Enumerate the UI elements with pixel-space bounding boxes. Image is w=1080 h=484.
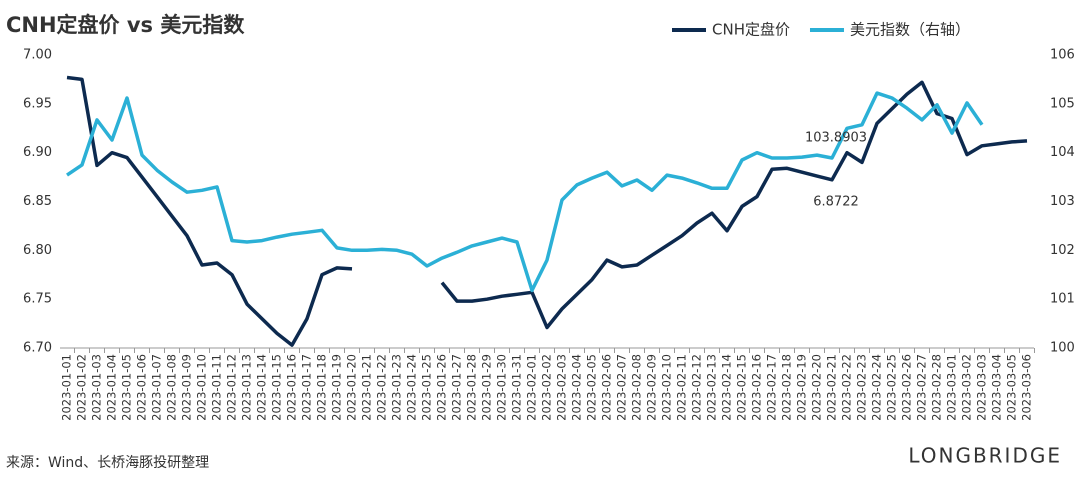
x-tick-label: 2023-01-25 bbox=[420, 354, 434, 421]
y2-tick-label: 101 bbox=[1050, 292, 1075, 307]
y-tick-label: 6.85 bbox=[23, 194, 52, 209]
x-tick-label: 2023-01-17 bbox=[300, 354, 314, 421]
x-tick-label: 2023-01-16 bbox=[285, 354, 299, 421]
x-tick-label: 2023-01-13 bbox=[240, 354, 254, 421]
x-tick-label: 2023-01-05 bbox=[120, 354, 134, 421]
x-tick-label: 2023-01-08 bbox=[165, 354, 179, 421]
y2-tick-label: 102 bbox=[1050, 243, 1075, 258]
x-tick-label: 2023-02-20 bbox=[810, 354, 824, 421]
x-tick-label: 2023-02-27 bbox=[915, 354, 929, 421]
x-tick-label: 2023-01-11 bbox=[210, 354, 224, 421]
x-tick-label: 2023-01-29 bbox=[480, 354, 494, 421]
x-tick-label: 2023-02-06 bbox=[600, 354, 614, 421]
x-tick-label: 2023-01-31 bbox=[510, 354, 524, 421]
x-tick-label: 2023-02-09 bbox=[645, 354, 659, 421]
x-tick-label: 2023-02-15 bbox=[735, 354, 749, 421]
x-tick-label: 2023-01-18 bbox=[315, 354, 329, 421]
x-tick-label: 2023-02-01 bbox=[525, 354, 539, 421]
source: 来源：Wind、长桥海豚投研整理 bbox=[6, 455, 209, 471]
x-tick-label: 2023-02-08 bbox=[630, 354, 644, 421]
x-tick-label: 2023-03-02 bbox=[960, 354, 974, 421]
x-tick-label: 2023-02-21 bbox=[825, 354, 839, 421]
x-tick-label: 2023-02-07 bbox=[615, 354, 629, 421]
y-tick-label: 7.00 bbox=[23, 48, 52, 63]
chart-title: CNH定盘价 vs 美元指数 bbox=[6, 13, 245, 37]
x-tick-label: 2023-01-22 bbox=[375, 354, 389, 421]
data-label: 6.8722 bbox=[813, 194, 859, 209]
series-line bbox=[66, 75, 1028, 347]
x-tick-label: 2023-01-10 bbox=[195, 354, 209, 421]
x-tick-label: 2023-01-28 bbox=[465, 354, 479, 421]
x-tick-label: 2023-01-03 bbox=[90, 354, 104, 421]
x-tick-label: 2023-01-04 bbox=[105, 354, 119, 421]
x-tick-label: 2023-01-23 bbox=[390, 354, 404, 421]
x-tick-label: 2023-01-06 bbox=[135, 354, 149, 421]
x-tick-label: 2023-02-22 bbox=[840, 354, 854, 421]
watermark: LONGBRIDGE bbox=[908, 444, 1062, 468]
x-tick-label: 2023-03-01 bbox=[945, 354, 959, 421]
x-tick-label: 2023-03-05 bbox=[1005, 354, 1019, 421]
x-tick-label: 2023-02-04 bbox=[570, 354, 584, 421]
x-tick-label: 2023-02-18 bbox=[780, 354, 794, 421]
x-tick-label: 2023-02-12 bbox=[690, 354, 704, 421]
data-label: 103.8903 bbox=[805, 131, 867, 146]
y2-tick-label: 104 bbox=[1050, 145, 1075, 160]
x-tick-label: 2023-02-17 bbox=[765, 354, 779, 421]
x-tick-label: 2023-03-03 bbox=[975, 354, 989, 421]
x-tick-label: 2023-02-14 bbox=[720, 354, 734, 421]
x-tick-label: 2023-01-14 bbox=[255, 354, 269, 421]
x-tick-label: 2023-02-23 bbox=[855, 354, 869, 421]
y2-tick-label: 106 bbox=[1050, 48, 1075, 63]
y-tick-label: 6.70 bbox=[23, 341, 52, 356]
x-tick-label: 2023-02-25 bbox=[885, 354, 899, 421]
x-tick-label: 2023-01-01 bbox=[60, 354, 74, 421]
x-tick-label: 2023-01-21 bbox=[360, 354, 374, 421]
y-tick-label: 6.90 bbox=[23, 145, 52, 160]
x-tick-label: 2023-01-12 bbox=[225, 354, 239, 421]
x-tick-label: 2023-02-13 bbox=[705, 354, 719, 421]
x-tick-label: 2023-01-20 bbox=[345, 354, 359, 421]
x-tick-label: 2023-02-19 bbox=[795, 354, 809, 421]
x-tick-label: 2023-03-06 bbox=[1020, 354, 1034, 421]
x-tick-label: 2023-01-02 bbox=[75, 354, 89, 421]
x-tick-label: 2023-01-19 bbox=[330, 354, 344, 421]
x-tick-label: 2023-01-27 bbox=[450, 354, 464, 421]
x-tick-label: 2023-02-11 bbox=[675, 354, 689, 421]
x-tick-label: 2023-01-07 bbox=[150, 354, 164, 421]
x-tick-label: 2023-02-16 bbox=[750, 354, 764, 421]
x-tick-label: 2023-02-02 bbox=[540, 354, 554, 421]
y-tick-label: 6.95 bbox=[23, 96, 52, 111]
legend-label: CNH定盘价 bbox=[712, 21, 790, 39]
x-tick-label: 2023-02-05 bbox=[585, 354, 599, 421]
x-tick-label: 2023-01-26 bbox=[435, 354, 449, 421]
x-tick-label: 2023-02-10 bbox=[660, 354, 674, 421]
x-tick-label: 2023-01-24 bbox=[405, 354, 419, 421]
y-tick-label: 6.80 bbox=[23, 243, 52, 258]
x-tick-label: 2023-01-09 bbox=[180, 354, 194, 421]
x-tick-label: 2023-01-15 bbox=[270, 354, 284, 421]
x-tick-label: 2023-02-03 bbox=[555, 354, 569, 421]
x-tick-label: 2023-02-24 bbox=[870, 354, 884, 421]
legend-label: 美元指数（右轴） bbox=[850, 21, 970, 39]
y2-tick-label: 103 bbox=[1050, 194, 1075, 209]
y2-tick-label: 105 bbox=[1050, 96, 1075, 111]
x-tick-label: 2023-02-28 bbox=[930, 354, 944, 421]
y-tick-label: 6.75 bbox=[23, 292, 52, 307]
x-tick-label: 2023-02-26 bbox=[900, 354, 914, 421]
series-line bbox=[66, 91, 984, 293]
x-tick-label: 2023-01-30 bbox=[495, 354, 509, 421]
y2-tick-label: 100 bbox=[1050, 341, 1075, 356]
x-tick-label: 2023-03-04 bbox=[990, 354, 1004, 421]
